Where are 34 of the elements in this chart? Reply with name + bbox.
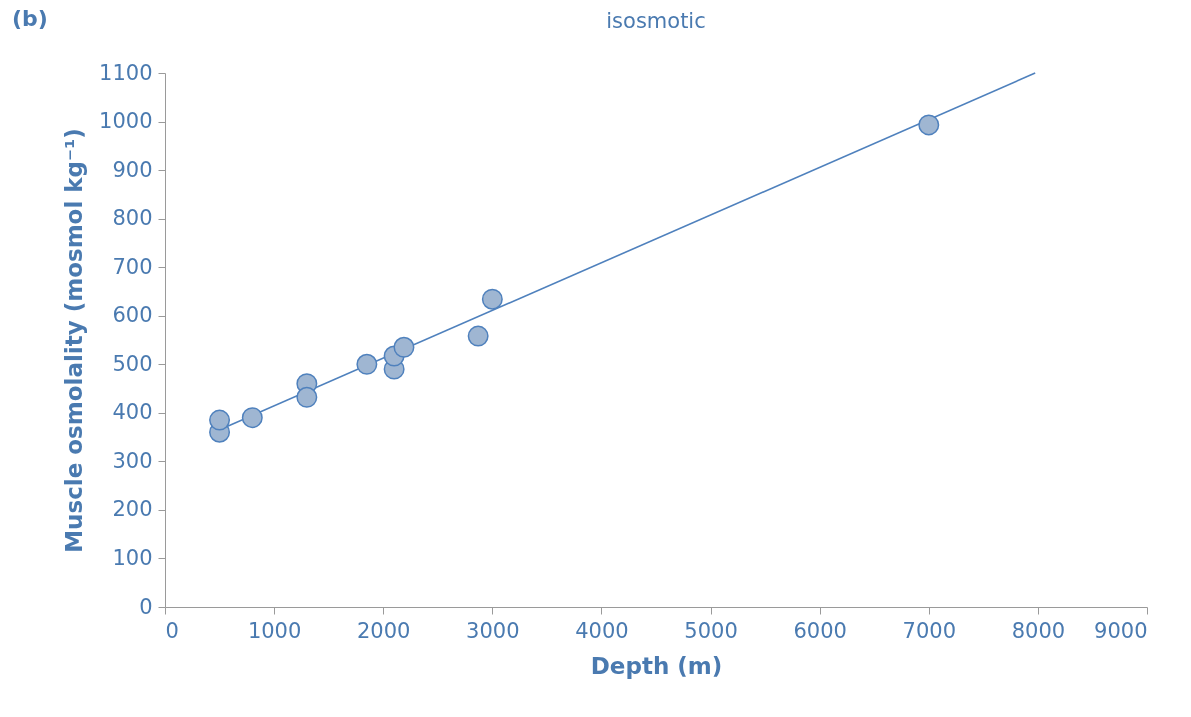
x-tick-label: 1000 [247, 618, 302, 643]
y-tick-label: 600 [112, 303, 153, 328]
y-tick-label: 200 [112, 497, 153, 522]
x-tick-label: 4000 [575, 618, 629, 643]
text: (b) [12, 6, 48, 31]
x-tick-label: 7000 [902, 618, 956, 643]
x-axis-title: Depth (m) [590, 652, 723, 679]
y-tick-label: 800 [112, 206, 153, 231]
point [241, 407, 263, 429]
point [356, 353, 378, 375]
y-tick-label: 500 [112, 351, 153, 376]
y-tick-label: 700 [112, 254, 153, 279]
point [481, 288, 503, 310]
x-tick-label: 3000 [466, 618, 520, 643]
y-tick-label: 400 [112, 400, 153, 425]
x-tick-label: 8000 [1011, 618, 1066, 643]
point [296, 386, 318, 408]
x-tick-label: 0 [165, 618, 179, 643]
x-tick-label: 2000 [357, 618, 411, 643]
y-tick-label: 900 [112, 157, 153, 182]
y-tick-label: 1000 [99, 109, 153, 134]
y-tick-label: 100 [112, 545, 153, 570]
y-tick-label: 0 [139, 594, 153, 619]
x-tick-label: 6000 [793, 618, 847, 643]
point [467, 325, 489, 347]
x-tick-label: 5000 [684, 618, 738, 643]
point [393, 336, 415, 358]
x-tick-label: 9000 [1094, 618, 1148, 643]
point [209, 409, 231, 431]
y-tick-label: 1100 [99, 60, 153, 85]
y-axis-title: Muscle osmolality (mosmol kg⁻¹) [61, 128, 88, 553]
chart-title: isosmotic [606, 9, 706, 33]
point [918, 114, 940, 136]
y-tick-label: 300 [112, 448, 153, 473]
